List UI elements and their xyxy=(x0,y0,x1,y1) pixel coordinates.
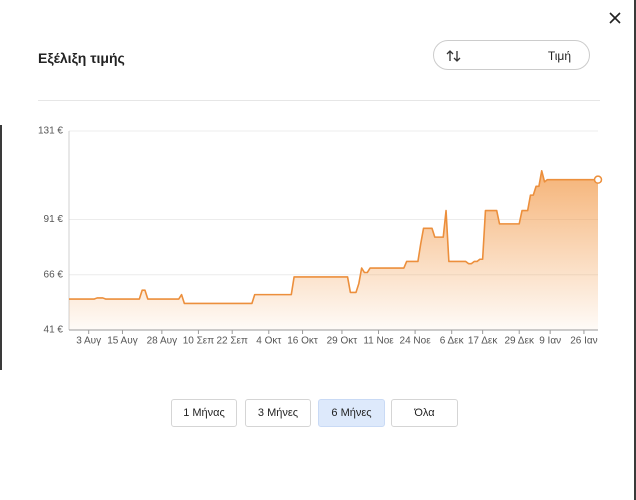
y-tick-label: 91 € xyxy=(44,214,64,225)
x-tick-label: 28 Αυγ xyxy=(147,336,178,347)
x-tick-label: 15 Αυγ xyxy=(107,336,138,347)
x-tick-label: 22 Σεπ xyxy=(216,336,248,347)
sort-button[interactable]: Τιμή xyxy=(433,40,590,70)
chart: 41 € 66 € 91 € 131 € 3 Αυγ 15 Αυγ 28 Αυγ 10 Σεπ… xyxy=(38,126,603,347)
range-button[interactable]: 6 Μήνες xyxy=(318,399,385,427)
close-button[interactable] xyxy=(608,11,622,25)
y-tick-label: 66 € xyxy=(44,269,64,280)
x-tick-label: 9 Ιαν xyxy=(539,336,561,347)
backdrop-edge xyxy=(0,125,2,370)
range-button[interactable]: 3 Μήνες xyxy=(245,399,311,427)
x-tick-label: 6 Δεκ xyxy=(440,336,465,347)
x-tick-label: 11 Νοε xyxy=(363,336,394,347)
divider xyxy=(38,100,600,101)
sort-label: Τιμή xyxy=(547,49,571,63)
backdrop-edge xyxy=(634,0,636,500)
range-button[interactable]: Όλα xyxy=(391,399,458,427)
x-tick-label: 16 Οκτ xyxy=(287,336,318,347)
x-tick-label: 4 Οκτ xyxy=(256,336,281,347)
x-tick-label: 3 Αυγ xyxy=(76,336,101,347)
sort-icon xyxy=(446,50,461,62)
x-tick-label: 29 Δεκ xyxy=(504,336,534,347)
range-button[interactable]: 1 Μήνας xyxy=(171,399,237,427)
last-point xyxy=(593,175,603,184)
x-tick-label: 29 Οκτ xyxy=(327,336,358,347)
price-area xyxy=(69,170,598,330)
x-tick-label: 17 Δεκ xyxy=(468,336,498,347)
price-line xyxy=(69,170,598,305)
x-tick-label: 10 Σεπ xyxy=(183,336,215,347)
y-tick-label: 131 € xyxy=(38,126,63,137)
x-tick-label: 24 Νοε xyxy=(400,336,432,347)
modal-title: Εξέλιξη τιμής xyxy=(38,50,125,66)
y-tick-label: 41 € xyxy=(44,325,64,336)
x-tick-label: 26 Ιαν xyxy=(570,336,597,347)
